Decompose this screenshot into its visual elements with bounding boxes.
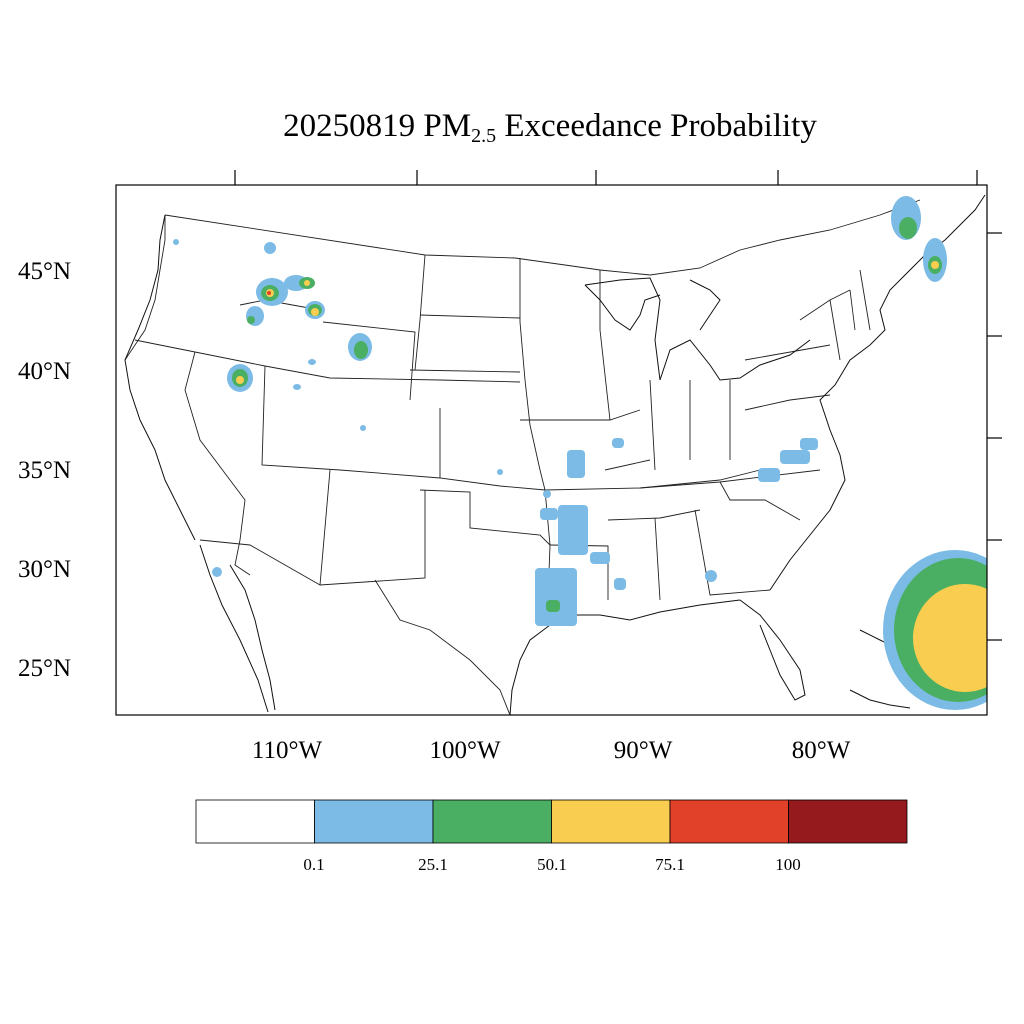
lon-label-100w: 100°W: [429, 737, 501, 764]
smoke-blob: [311, 308, 319, 316]
colorbar-label-5: 100: [775, 855, 801, 874]
smoke-blob: [354, 341, 368, 359]
smoke-blob: [236, 376, 244, 384]
smoke-blob: [540, 508, 558, 520]
smoke-blob: [308, 359, 316, 365]
smoke-blob: [590, 552, 610, 564]
smoke-blob: [567, 450, 585, 478]
lon-label-80w: 80°W: [791, 737, 851, 764]
colorbar-bin: [669, 799, 789, 844]
lat-label-30: 30°N: [18, 556, 72, 583]
smoke-blob: [614, 578, 626, 590]
colorbar-label-2: 25.1: [418, 855, 448, 874]
smoke-blob: [535, 568, 577, 626]
smoke-blob: [360, 425, 366, 431]
smoke-blob: [173, 239, 179, 245]
state-boundaries: [124, 199, 921, 715]
colorbar: [195, 799, 908, 844]
axis-ticks: [234, 170, 1002, 641]
smoke-blob: [758, 468, 780, 482]
smoke-blob-atlantic: [913, 584, 987, 692]
colorbar-bin: [551, 799, 671, 844]
smoke-blob: [612, 438, 624, 448]
probability-fields: [173, 196, 987, 710]
smoke-blob: [899, 217, 917, 239]
smoke-blob: [800, 438, 818, 450]
smoke-blob: [212, 567, 222, 577]
smoke-blob: [931, 261, 939, 269]
smoke-blob: [293, 384, 301, 390]
colorbar-bin: [314, 799, 434, 844]
smoke-blob: [247, 316, 255, 324]
smoke-blob: [497, 469, 503, 475]
smoke-blob: [543, 490, 551, 498]
colorbar-bin: [788, 799, 908, 844]
colorbar-bin: [195, 799, 315, 844]
lat-label-35: 35°N: [18, 457, 72, 484]
smoke-blob: [264, 242, 276, 254]
lat-label-40: 40°N: [18, 358, 72, 385]
map-frame: [115, 184, 988, 716]
coastlines: [124, 194, 986, 715]
smoke-blob: [304, 280, 310, 286]
smoke-blob: [780, 450, 810, 464]
lat-label-45: 45°N: [18, 258, 72, 285]
smoke-blob: [705, 570, 717, 582]
colorbar-label-1: 0.1: [303, 855, 325, 874]
smoke-blob: [546, 600, 560, 612]
lat-label-25: 25°N: [18, 655, 72, 682]
lon-label-90w: 90°W: [613, 737, 673, 764]
smoke-blob: [558, 505, 588, 555]
map-content: [124, 194, 987, 715]
lon-label-110w: 110°W: [251, 737, 323, 764]
map-title: 20250819 PM2.5 Exceedance Probability: [283, 108, 817, 147]
colorbar-label-4: 75.1: [655, 855, 685, 874]
colorbar-bin: [432, 799, 552, 844]
smoke-blob: [267, 291, 271, 295]
colorbar-label-3: 50.1: [537, 855, 567, 874]
